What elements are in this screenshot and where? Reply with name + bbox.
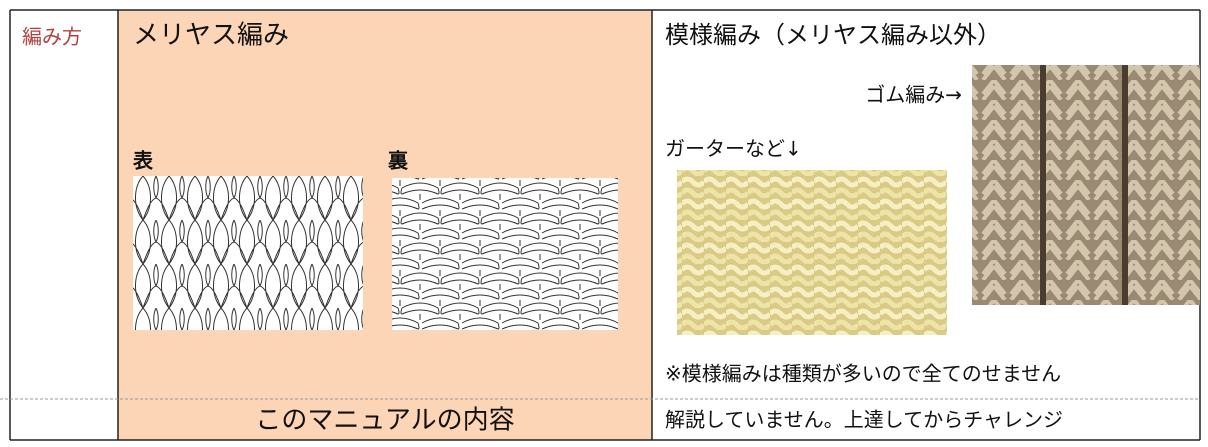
row-label: 編み方 <box>22 25 82 49</box>
stockinette-title: メリヤス編み <box>133 21 289 51</box>
front-image <box>133 176 363 330</box>
rib-caption: ゴム編み→ <box>865 83 962 107</box>
garter-caption: ガーターなど↓ <box>665 137 802 161</box>
garter-image <box>677 170 947 335</box>
pattern-footer: 解説していません。上達してからチャレンジ <box>665 408 1063 432</box>
pattern-title: 模様編み（メリヤス編み以外） <box>665 21 1001 49</box>
stockinette-footer: このマニュアルの内容 <box>255 406 514 436</box>
pattern-note: ※模様編みは種類が多いので全てのせません <box>665 362 1061 386</box>
back-image <box>392 178 618 330</box>
rib-gap <box>1122 65 1128 305</box>
front-label: 表 <box>132 149 154 173</box>
back-label: 裏 <box>387 149 409 173</box>
rib-image <box>972 65 1200 305</box>
rib-gap <box>1040 65 1046 305</box>
